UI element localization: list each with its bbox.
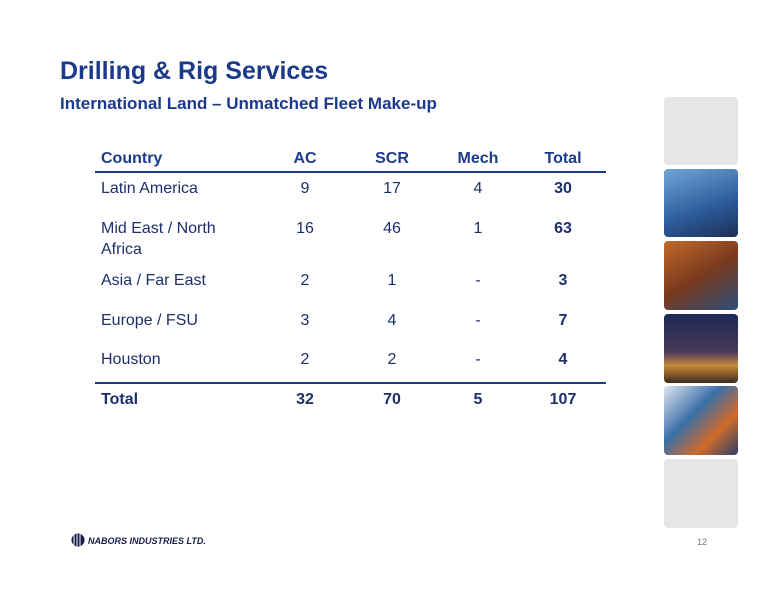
- column-header: SCR: [375, 150, 409, 167]
- total-value: 70: [383, 391, 401, 408]
- cell-value: 46: [383, 220, 401, 237]
- cell-value: 4: [558, 351, 568, 368]
- cell-value: 4: [387, 312, 397, 329]
- row-label: Latin America: [101, 180, 198, 197]
- cell-value: 63: [554, 220, 572, 237]
- cell-value: 16: [296, 220, 314, 237]
- side-tile: [664, 97, 738, 165]
- cell-value: 1: [473, 220, 483, 237]
- cell-value: -: [475, 312, 481, 329]
- total-rule: [95, 382, 606, 384]
- side-tile: [664, 459, 738, 528]
- side-photo: [664, 386, 738, 455]
- page-number: 12: [697, 537, 708, 547]
- cell-value: 1: [387, 272, 397, 289]
- cell-value: 17: [383, 180, 401, 197]
- cell-value: 2: [300, 272, 310, 289]
- row-label: Houston: [101, 351, 161, 368]
- column-header: Total: [544, 150, 582, 167]
- cell-value: -: [475, 272, 481, 289]
- header-rule: [95, 171, 606, 173]
- company-name: NABORS INDUSTRIES LTD.: [88, 536, 206, 546]
- total-value: 32: [296, 391, 314, 408]
- cell-value: 7: [558, 312, 568, 329]
- row-label: Asia / Far East: [101, 272, 206, 289]
- side-photo: [664, 314, 738, 383]
- cell-value: -: [475, 351, 481, 368]
- column-header: Mech: [457, 150, 499, 167]
- row-label: Mid East / North Africa: [101, 220, 216, 258]
- title: Drilling & Rig Services: [60, 57, 329, 85]
- column-header: Country: [101, 150, 163, 167]
- cell-value: 9: [300, 180, 310, 197]
- logo-mark: [71, 533, 85, 547]
- side-photo: [664, 169, 738, 237]
- side-photo: [664, 241, 738, 310]
- cell-value: 4: [473, 180, 483, 197]
- row-label: Europe / FSU: [101, 312, 198, 329]
- subtitle: International Land – Unmatched Fleet Mak…: [60, 94, 437, 113]
- column-header: AC: [293, 150, 317, 167]
- cell-value: 2: [387, 351, 397, 368]
- total-value: 107: [549, 391, 577, 408]
- cell-value: 3: [300, 312, 310, 329]
- total-value: 5: [473, 391, 483, 408]
- total-label: Total: [101, 391, 139, 408]
- cell-value: 3: [558, 272, 568, 289]
- cell-value: 30: [554, 180, 572, 197]
- cell-value: 2: [300, 351, 310, 368]
